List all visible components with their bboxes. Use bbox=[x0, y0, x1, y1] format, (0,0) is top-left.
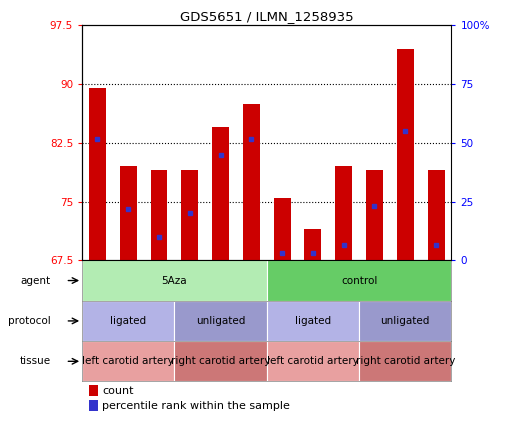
Bar bbox=[305, 229, 321, 260]
Bar bbox=[243, 104, 260, 260]
Bar bbox=[89, 88, 106, 260]
Text: ligated: ligated bbox=[110, 316, 146, 326]
Text: unligated: unligated bbox=[381, 316, 430, 326]
Bar bbox=[82, 260, 267, 301]
Text: left carotid artery: left carotid artery bbox=[267, 356, 359, 366]
Bar bbox=[89, 385, 97, 396]
Text: unligated: unligated bbox=[196, 316, 245, 326]
Text: ligated: ligated bbox=[295, 316, 331, 326]
Title: GDS5651 / ILMN_1258935: GDS5651 / ILMN_1258935 bbox=[180, 10, 353, 23]
Bar bbox=[336, 166, 352, 260]
Bar bbox=[151, 170, 167, 260]
Text: left carotid artery: left carotid artery bbox=[83, 356, 174, 366]
Bar bbox=[274, 198, 290, 260]
Bar bbox=[82, 341, 174, 382]
Bar bbox=[267, 260, 451, 301]
Bar bbox=[212, 127, 229, 260]
Text: tissue: tissue bbox=[19, 356, 51, 366]
Bar bbox=[359, 341, 451, 382]
Bar bbox=[397, 49, 414, 260]
Text: protocol: protocol bbox=[8, 316, 51, 326]
Bar bbox=[182, 170, 198, 260]
Bar bbox=[359, 301, 451, 341]
Text: right carotid artery: right carotid artery bbox=[171, 356, 270, 366]
Bar bbox=[267, 341, 359, 382]
Bar bbox=[89, 400, 97, 411]
Bar bbox=[366, 170, 383, 260]
Text: agent: agent bbox=[21, 275, 51, 286]
Text: count: count bbox=[103, 386, 134, 396]
Bar bbox=[120, 166, 136, 260]
Bar bbox=[82, 301, 174, 341]
Text: control: control bbox=[341, 275, 377, 286]
Bar bbox=[267, 301, 359, 341]
Text: 5Aza: 5Aza bbox=[162, 275, 187, 286]
Bar bbox=[428, 170, 444, 260]
Bar bbox=[174, 341, 267, 382]
Bar bbox=[174, 301, 267, 341]
Text: right carotid artery: right carotid artery bbox=[356, 356, 455, 366]
Text: percentile rank within the sample: percentile rank within the sample bbox=[103, 401, 290, 411]
